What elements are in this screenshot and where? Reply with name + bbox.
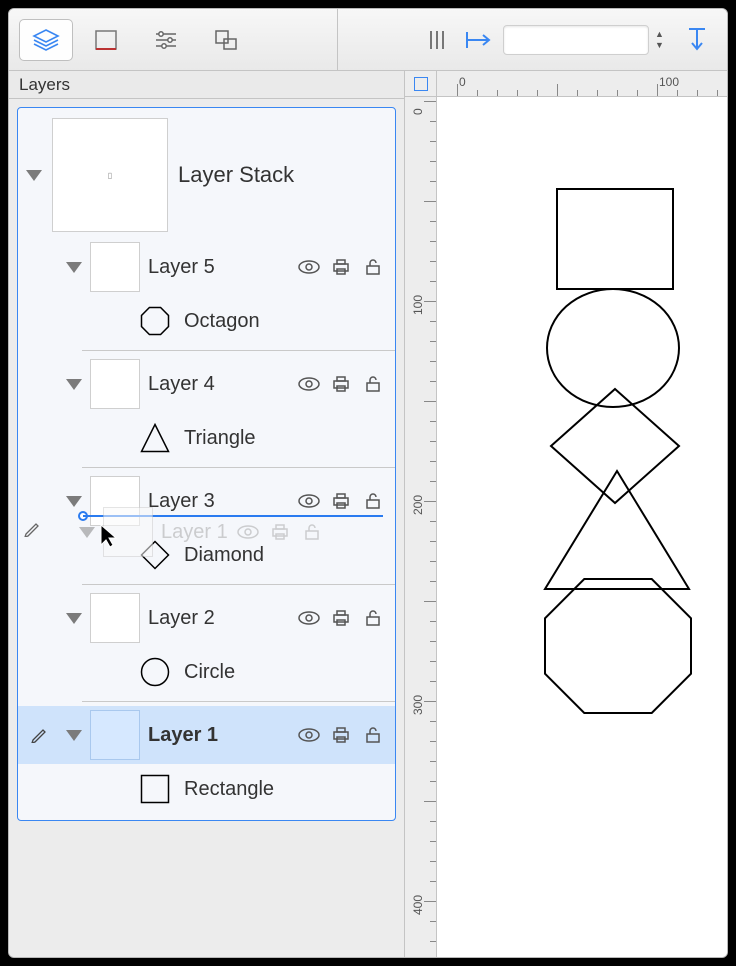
numeric-stepper[interactable]: ▲ ▼ [655, 25, 673, 55]
layer-disclosure[interactable] [66, 730, 82, 741]
print-icon [268, 520, 292, 544]
shape-name: Rectangle [184, 778, 274, 801]
layer-thumb [90, 710, 140, 760]
visibility-icon[interactable] [297, 723, 321, 747]
canvas[interactable] [437, 97, 727, 957]
ruler-label: 0 [459, 75, 466, 89]
ruler-label: 0 [411, 108, 425, 115]
content-area: Layers ▯ Layer Stack Layer 5 Octagon Lay… [9, 71, 727, 957]
layer-thumb [90, 359, 140, 409]
cursor-icon [99, 523, 119, 554]
canvas-octagon[interactable] [543, 577, 693, 715]
layer-name: Layer 5 [148, 256, 289, 279]
stack-thumbnail: ▯ [52, 118, 168, 232]
stack-disclosure[interactable] [26, 170, 42, 181]
ruler-origin[interactable] [405, 71, 437, 97]
lock-icon[interactable] [361, 606, 385, 630]
ruler-label: 200 [411, 495, 425, 515]
group-button[interactable] [199, 19, 253, 61]
layer-disclosure[interactable] [66, 379, 82, 390]
visibility-icon[interactable] [297, 372, 321, 396]
ruler-label: 100 [411, 295, 425, 315]
sliders-icon [152, 29, 180, 51]
align-v-icon[interactable] [419, 22, 455, 58]
print-icon[interactable] [329, 489, 353, 513]
lock-icon[interactable] [361, 372, 385, 396]
disclosure-icon [79, 527, 95, 538]
layer-thumb [90, 593, 140, 643]
divider [82, 701, 395, 702]
shape-row-rectangle[interactable]: Rectangle [18, 764, 395, 814]
print-icon[interactable] [329, 372, 353, 396]
divider [82, 584, 395, 585]
ruler-label: 100 [659, 75, 679, 89]
panel-title: Layers [9, 71, 404, 99]
shape-row-octagon[interactable]: Octagon [18, 296, 395, 346]
canvas-triangle[interactable] [543, 469, 691, 591]
layer-name: Layer 2 [148, 607, 289, 630]
print-icon[interactable] [329, 723, 353, 747]
shape-name: Triangle [184, 427, 256, 450]
toolbar-divider [337, 9, 338, 71]
toolbar: ▲ ▼ [9, 9, 727, 71]
app-window: ▲ ▼ Layers ▯ Layer Stack Layer 5 [8, 8, 728, 958]
layers-panel-button[interactable] [19, 19, 73, 61]
shape-row-circle[interactable]: Circle [18, 647, 395, 697]
shape-name: Octagon [184, 310, 260, 333]
octagon-icon [138, 304, 172, 338]
pencil-icon [30, 725, 50, 745]
pencil-icon [23, 519, 41, 542]
layers-sidebar: Layers ▯ Layer Stack Layer 5 Octagon Lay… [9, 71, 405, 957]
canvas-rectangle[interactable] [555, 187, 675, 291]
artboard-icon [93, 28, 119, 52]
vertical-ruler[interactable]: 0 100 200 300 400 [405, 97, 437, 957]
layer-row-l4[interactable]: Layer 4 [18, 355, 395, 413]
fit-h-icon[interactable] [461, 22, 497, 58]
print-icon[interactable] [329, 255, 353, 279]
lock-icon[interactable] [361, 255, 385, 279]
lock-icon[interactable] [361, 723, 385, 747]
layer-thumb [90, 242, 140, 292]
layers-icon [31, 28, 61, 52]
layer-name: Layer 4 [148, 373, 289, 396]
layer-disclosure[interactable] [66, 496, 82, 507]
ghost-name: Layer 1 [161, 521, 228, 544]
ruler-label: 300 [411, 695, 425, 715]
horizontal-ruler[interactable]: 0 100 [437, 71, 727, 97]
layer-disclosure[interactable] [66, 262, 82, 273]
lock-icon[interactable] [361, 489, 385, 513]
visibility-icon[interactable] [297, 606, 321, 630]
divider [82, 350, 395, 351]
layer-panel: ▯ Layer Stack Layer 5 Octagon Layer 4 Tr… [9, 99, 404, 957]
shape-name: Circle [184, 661, 235, 684]
fit-v-icon[interactable] [679, 22, 715, 58]
divider [82, 467, 395, 468]
rectangle-icon [138, 772, 172, 806]
group-icon [213, 28, 239, 52]
step-up-icon[interactable]: ▲ [655, 30, 673, 39]
triangle-icon [138, 421, 172, 455]
visibility-icon [236, 520, 260, 544]
canvas-area: 0 100 200 300 400 0 100 [405, 71, 727, 957]
numeric-field[interactable] [503, 25, 649, 55]
layer-row-l5[interactable]: Layer 5 [18, 238, 395, 296]
layer-name: Layer 1 [148, 724, 289, 747]
shape-row-triangle[interactable]: Triangle [18, 413, 395, 463]
ruler-label: 400 [411, 895, 425, 915]
layer-row-l2[interactable]: Layer 2 [18, 589, 395, 647]
visibility-icon[interactable] [297, 255, 321, 279]
stack-title: Layer Stack [178, 162, 294, 188]
layer-stack[interactable]: ▯ Layer Stack Layer 5 Octagon Layer 4 Tr… [17, 107, 396, 821]
layer-row-l1[interactable]: Layer 1 [18, 706, 395, 764]
print-icon[interactable] [329, 606, 353, 630]
layer-disclosure[interactable] [66, 613, 82, 624]
artboard-button[interactable] [79, 19, 133, 61]
lock-icon [300, 520, 324, 544]
step-down-icon[interactable]: ▼ [655, 41, 673, 50]
circle-icon [138, 655, 172, 689]
controls-button[interactable] [139, 19, 193, 61]
